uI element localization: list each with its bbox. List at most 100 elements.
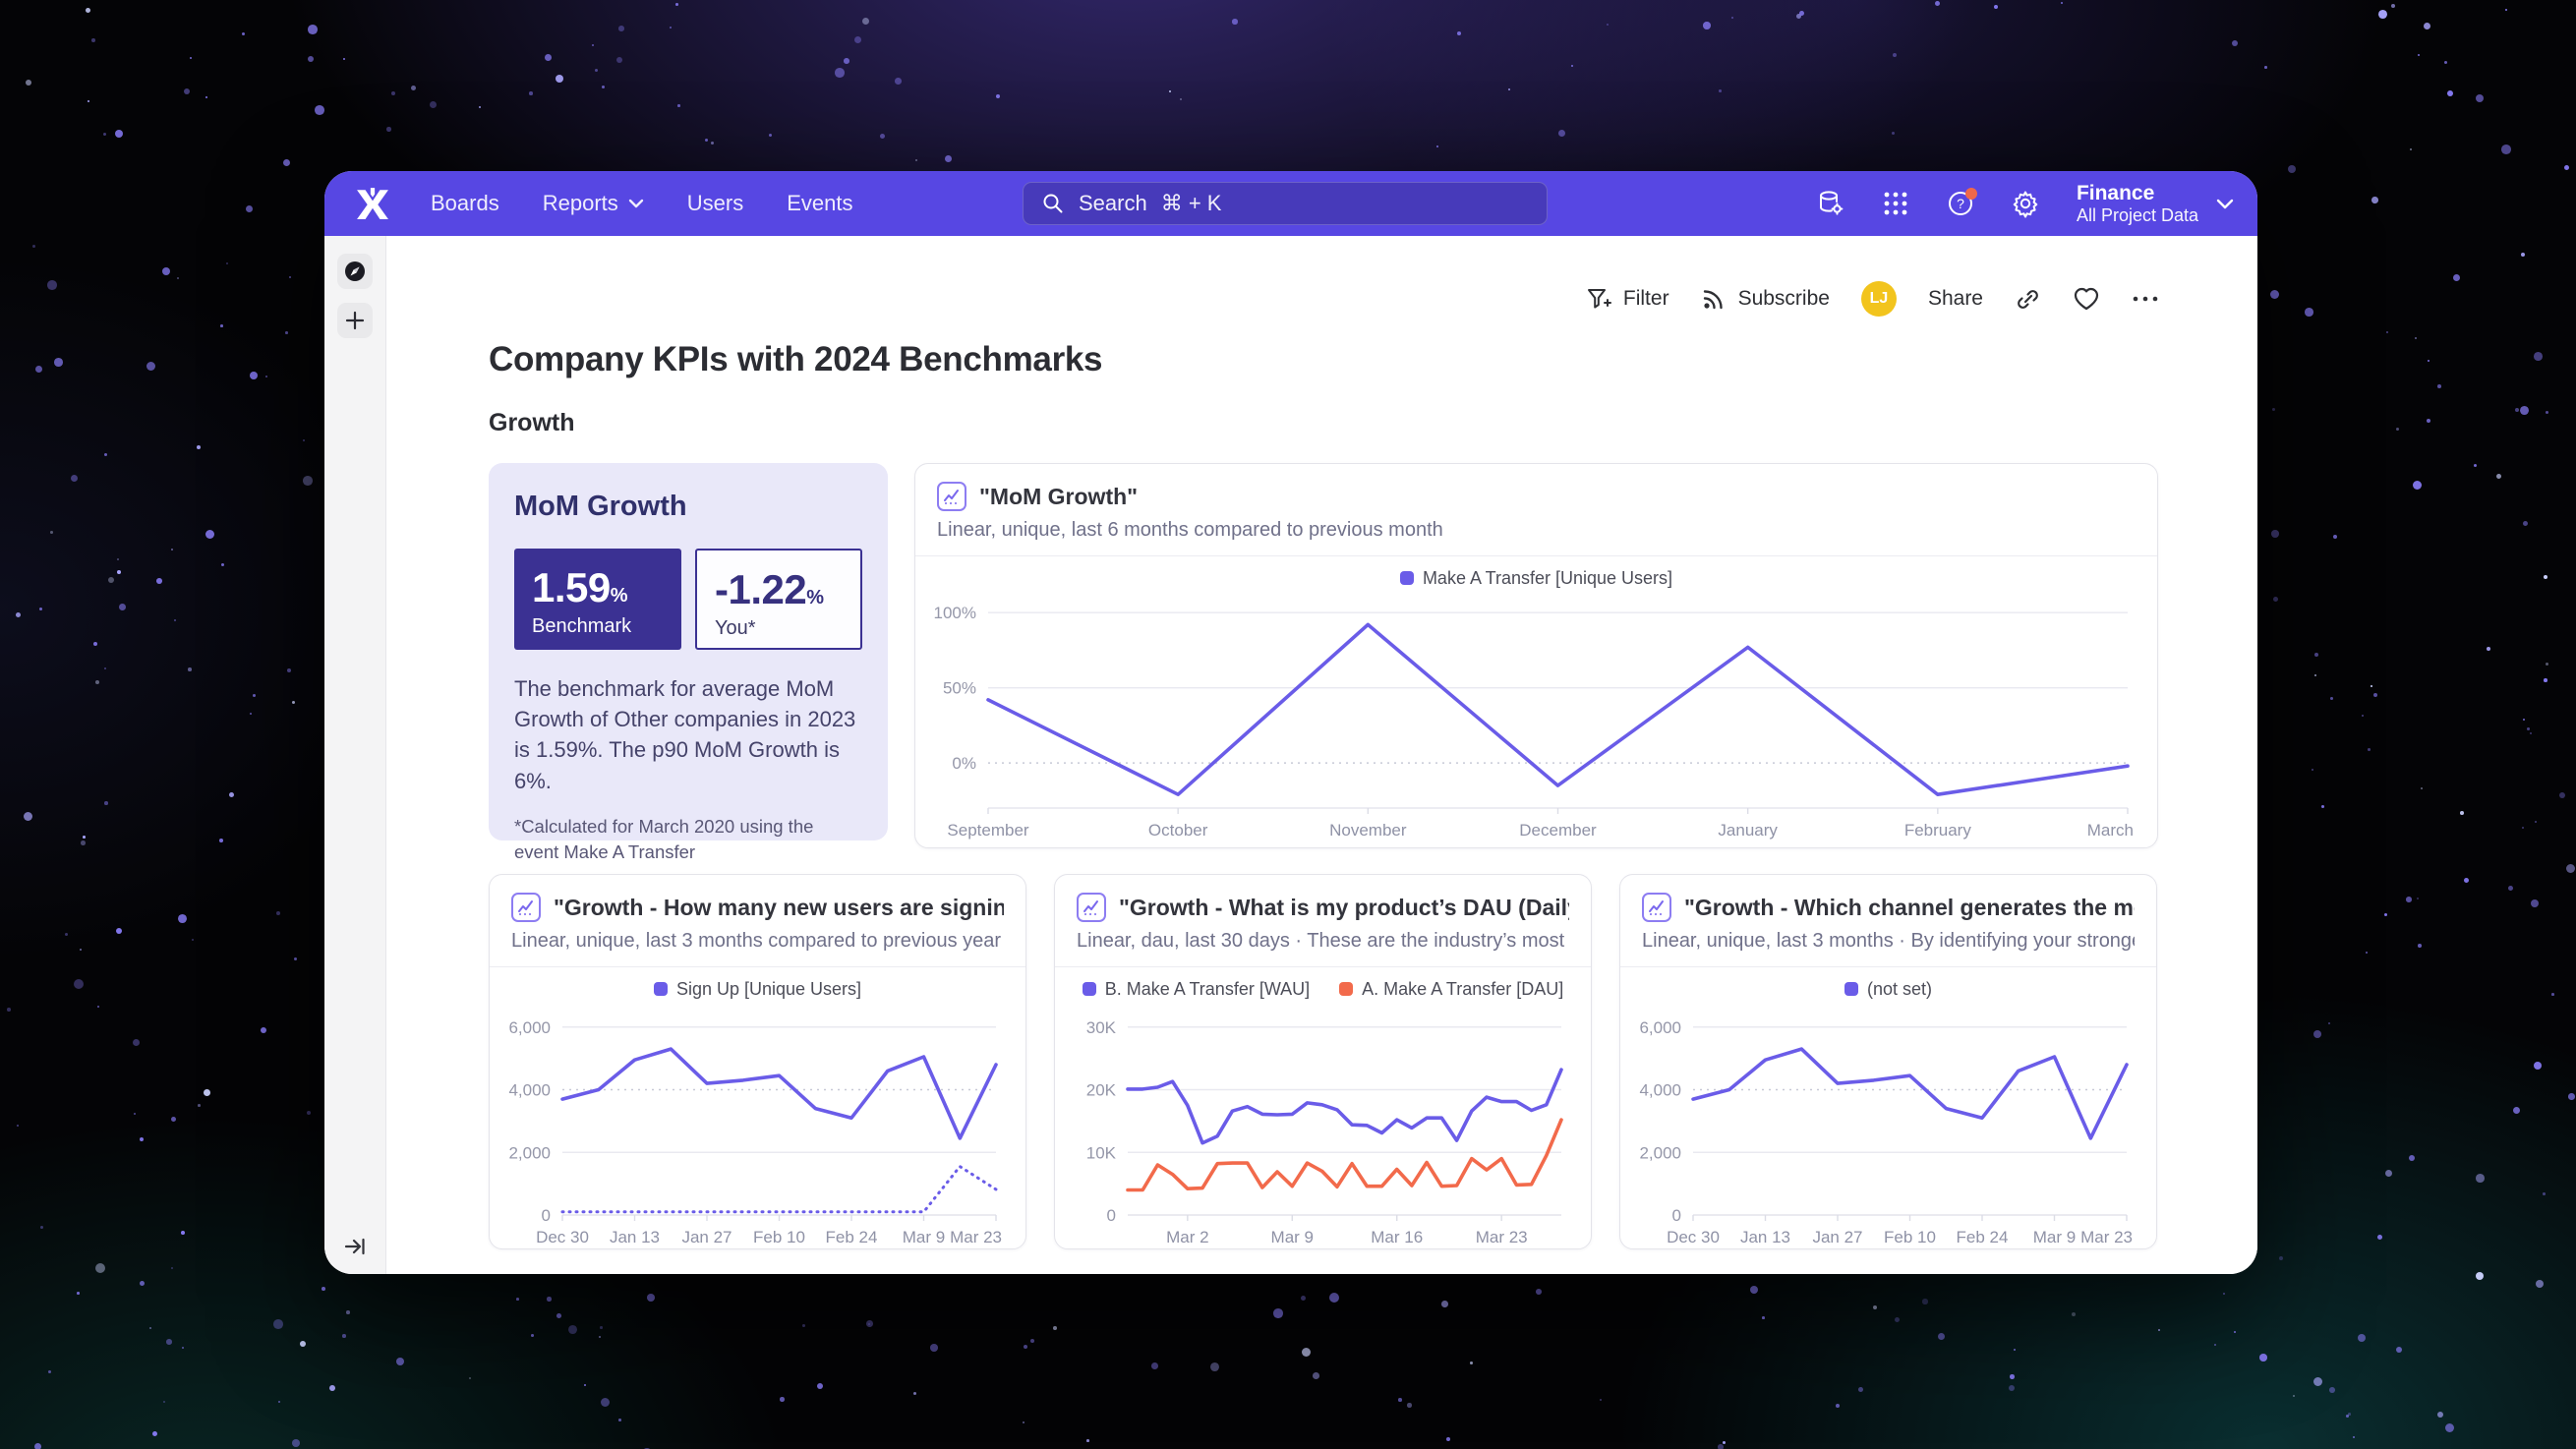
line-chart-icon bbox=[511, 893, 541, 922]
dashboard-main: Filter Subscribe LJ Share bbox=[386, 236, 2257, 1274]
benchmark-label: Benchmark bbox=[532, 615, 632, 637]
collapse-arrow-icon[interactable] bbox=[324, 1235, 385, 1258]
favorite-button[interactable] bbox=[2073, 286, 2100, 312]
legend-swatch bbox=[1339, 982, 1354, 996]
chart-subtitle: Linear, unique, last 6 months compared t… bbox=[937, 519, 1443, 541]
chart-plot: 0 2,000 4,000 6,000 Dec 30 Jan 13 Jan 27 Feb 10… bbox=[1630, 1007, 2146, 1248]
benchmark-card: MoM Growth 1.59% Benchmark -1.22% You* bbox=[489, 463, 888, 862]
chart-title[interactable]: "Growth - Which channel generates the mo… bbox=[1684, 894, 2135, 920]
share-button[interactable]: Share bbox=[1928, 287, 1983, 311]
avatar[interactable]: LJ bbox=[1860, 281, 1897, 317]
chevron-down-icon bbox=[628, 199, 643, 208]
svg-text:November: November bbox=[1329, 821, 1407, 840]
compass-icon[interactable] bbox=[337, 254, 373, 289]
section-title: Growth bbox=[489, 409, 575, 436]
svg-text:Feb 10: Feb 10 bbox=[753, 1228, 805, 1246]
nav-item-users-label: Users bbox=[686, 191, 744, 215]
you-label: You* bbox=[714, 617, 756, 639]
chart-title[interactable]: "Growth - What is my product’s DAU (Dail… bbox=[1119, 894, 1569, 920]
more-options-button[interactable] bbox=[2132, 294, 2159, 304]
nav-item-boards[interactable]: Boards bbox=[431, 191, 499, 216]
svg-text:Mar 23: Mar 23 bbox=[2080, 1228, 2133, 1246]
project-selector[interactable]: Finance All Project Data bbox=[2077, 181, 2234, 227]
legend-item[interactable]: B. Make A Transfer [WAU] bbox=[1082, 978, 1311, 1000]
chart-card-new-user-signups: "Growth - How many new users are signing… bbox=[489, 874, 1026, 1249]
legend-label: A. Make A Transfer [DAU] bbox=[1362, 978, 1564, 999]
svg-text:4,000: 4,000 bbox=[1639, 1081, 1681, 1100]
svg-text:March: March bbox=[2087, 821, 2134, 840]
nav-item-users[interactable]: Users bbox=[687, 191, 743, 216]
svg-text:0: 0 bbox=[1107, 1206, 1116, 1225]
top-navbar: Boards Reports Users Events bbox=[324, 171, 2257, 236]
legend-item[interactable]: (not set) bbox=[1844, 979, 1932, 1000]
svg-text:Mar 2: Mar 2 bbox=[1166, 1228, 1208, 1246]
settings-gear-icon[interactable] bbox=[2006, 184, 2045, 223]
you-value: -1.22 bbox=[714, 566, 807, 612]
data-settings-icon[interactable] bbox=[1811, 184, 1850, 223]
chart-title[interactable]: "Growth - How many new users are signing… bbox=[554, 894, 1004, 920]
legend-swatch bbox=[653, 982, 668, 996]
copy-link-button[interactable] bbox=[2015, 286, 2041, 313]
svg-text:50%: 50% bbox=[943, 679, 976, 698]
svg-text:30K: 30K bbox=[1086, 1018, 1117, 1037]
chart-legend: Make A Transfer [Unique Users] bbox=[915, 560, 2157, 596]
rss-icon bbox=[1703, 290, 1723, 310]
page-title: Company KPIs with 2024 Benchmarks bbox=[489, 340, 1103, 378]
svg-text:Feb 10: Feb 10 bbox=[1884, 1228, 1936, 1246]
svg-text:100%: 100% bbox=[934, 604, 976, 622]
board-toolbar: Filter Subscribe LJ Share bbox=[489, 279, 2159, 319]
benchmark-description: The benchmark for average MoM Growth of … bbox=[514, 676, 856, 793]
subscribe-button[interactable]: Subscribe bbox=[1701, 286, 1830, 312]
plus-icon[interactable] bbox=[337, 303, 373, 338]
svg-text:Mar 23: Mar 23 bbox=[1476, 1228, 1528, 1246]
benchmark-value: 1.59 bbox=[532, 564, 611, 610]
heart-icon bbox=[2074, 287, 2099, 311]
project-subtitle: All Project Data bbox=[2076, 204, 2198, 225]
svg-text:October: October bbox=[1148, 821, 1208, 840]
chart-subtitle: Linear, unique, last 3 months · By ident… bbox=[1642, 930, 2135, 952]
svg-text:Jan 27: Jan 27 bbox=[681, 1228, 732, 1246]
filter-funnel-icon bbox=[1587, 289, 1611, 309]
help-icon[interactable]: ? bbox=[1941, 184, 1980, 223]
chart-plot: 0 10K 20K 30K Mar 2 Mar 9 Mar 16 Mar 23 bbox=[1065, 1007, 1581, 1248]
legend-label: Sign Up [Unique Users] bbox=[675, 978, 862, 999]
legend-item[interactable]: Sign Up [Unique Users] bbox=[653, 978, 862, 1000]
share-label: Share bbox=[1927, 287, 1983, 310]
avatar-initials: LJ bbox=[1869, 290, 1889, 307]
svg-text:Dec 30: Dec 30 bbox=[536, 1228, 589, 1246]
svg-text:6,000: 6,000 bbox=[508, 1018, 551, 1037]
svg-text:Mar 9: Mar 9 bbox=[1271, 1228, 1314, 1246]
svg-text:Jan 13: Jan 13 bbox=[1740, 1228, 1790, 1246]
subscribe-label: Subscribe bbox=[1737, 287, 1830, 310]
chart-title[interactable]: "MoM Growth" bbox=[979, 483, 1139, 509]
navbar-right: ? Finance All Project Data bbox=[1811, 171, 2234, 236]
nav-item-events-label: Events bbox=[787, 191, 853, 215]
svg-text:Feb 24: Feb 24 bbox=[1957, 1228, 2009, 1246]
legend-item[interactable]: A. Make A Transfer [DAU] bbox=[1339, 979, 1563, 1000]
nav-item-events[interactable]: Events bbox=[787, 191, 852, 216]
filter-label: Filter bbox=[1622, 287, 1669, 310]
chart-subtitle: Linear, dau, last 30 days · These are th… bbox=[1077, 930, 1569, 952]
svg-text:6,000: 6,000 bbox=[1639, 1018, 1681, 1037]
link-icon bbox=[2018, 289, 2038, 309]
legend-item[interactable]: Make A Transfer [Unique Users] bbox=[1399, 568, 1672, 589]
mixpanel-logo[interactable] bbox=[350, 187, 395, 220]
line-chart-icon bbox=[1077, 893, 1106, 922]
svg-text:September: September bbox=[947, 821, 1028, 840]
legend-label: B. Make A Transfer [WAU] bbox=[1104, 978, 1311, 999]
nav-item-boards-label: Boards bbox=[431, 191, 499, 215]
svg-text:Mar 16: Mar 16 bbox=[1371, 1228, 1423, 1246]
chart-legend: B. Make A Transfer [WAU] A. Make A Transf… bbox=[1055, 971, 1591, 1007]
primary-nav: Boards Reports Users Events bbox=[431, 191, 852, 216]
svg-text:February: February bbox=[1904, 821, 1972, 840]
nav-item-reports[interactable]: Reports bbox=[543, 191, 644, 216]
filter-button[interactable]: Filter bbox=[1586, 286, 1669, 312]
chart-plot: 0 2,000 4,000 6,000 Dec 30 Jan 13 Jan 27 Feb 10… bbox=[499, 1007, 1016, 1248]
chart-legend: (not set) bbox=[1620, 971, 2156, 1007]
search-input[interactable]: Search ⌘ + K bbox=[1023, 182, 1548, 225]
svg-text:10K: 10K bbox=[1086, 1143, 1117, 1162]
apps-grid-icon[interactable] bbox=[1876, 184, 1915, 223]
svg-text:2,000: 2,000 bbox=[508, 1143, 551, 1162]
svg-text:0: 0 bbox=[542, 1206, 551, 1225]
